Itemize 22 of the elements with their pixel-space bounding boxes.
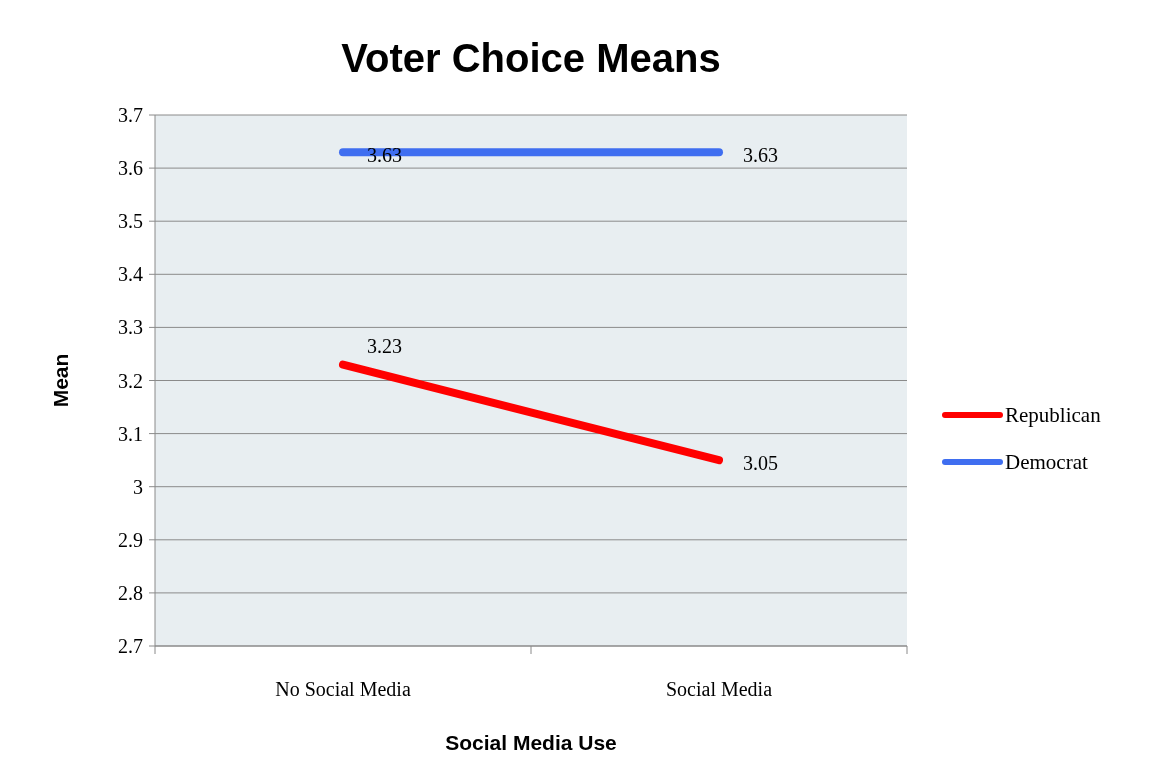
y-tick-label: 3.4 bbox=[118, 263, 143, 286]
y-tick-label: 3.1 bbox=[118, 422, 143, 445]
x-tick-label: No Social Media bbox=[275, 678, 411, 700]
legend-label: Democrat bbox=[1005, 450, 1088, 475]
x-axis-title: Social Media Use bbox=[445, 731, 617, 754]
y-tick-label: 2.7 bbox=[118, 635, 143, 657]
data-label: 3.63 bbox=[367, 144, 402, 167]
y-tick-label: 3.6 bbox=[118, 157, 143, 180]
y-tick-label: 2.8 bbox=[118, 581, 143, 604]
y-tick-label: 3.2 bbox=[118, 369, 143, 392]
y-tick-label: 3 bbox=[133, 475, 143, 498]
data-label: 3.05 bbox=[743, 452, 778, 475]
legend-label: Republican bbox=[1005, 403, 1102, 428]
y-axis-title: Mean bbox=[49, 353, 72, 408]
data-label: 3.23 bbox=[367, 334, 402, 357]
y-tick-label: 3.3 bbox=[118, 316, 143, 339]
y-tick-label: 3.7 bbox=[118, 104, 143, 126]
y-tick-label: 3.5 bbox=[118, 210, 143, 233]
y-tick-label: 2.9 bbox=[118, 528, 143, 551]
chart-title: Voter Choice Means bbox=[341, 36, 721, 80]
data-label: 3.63 bbox=[743, 144, 778, 167]
x-tick-label: Social Media bbox=[665, 678, 773, 700]
